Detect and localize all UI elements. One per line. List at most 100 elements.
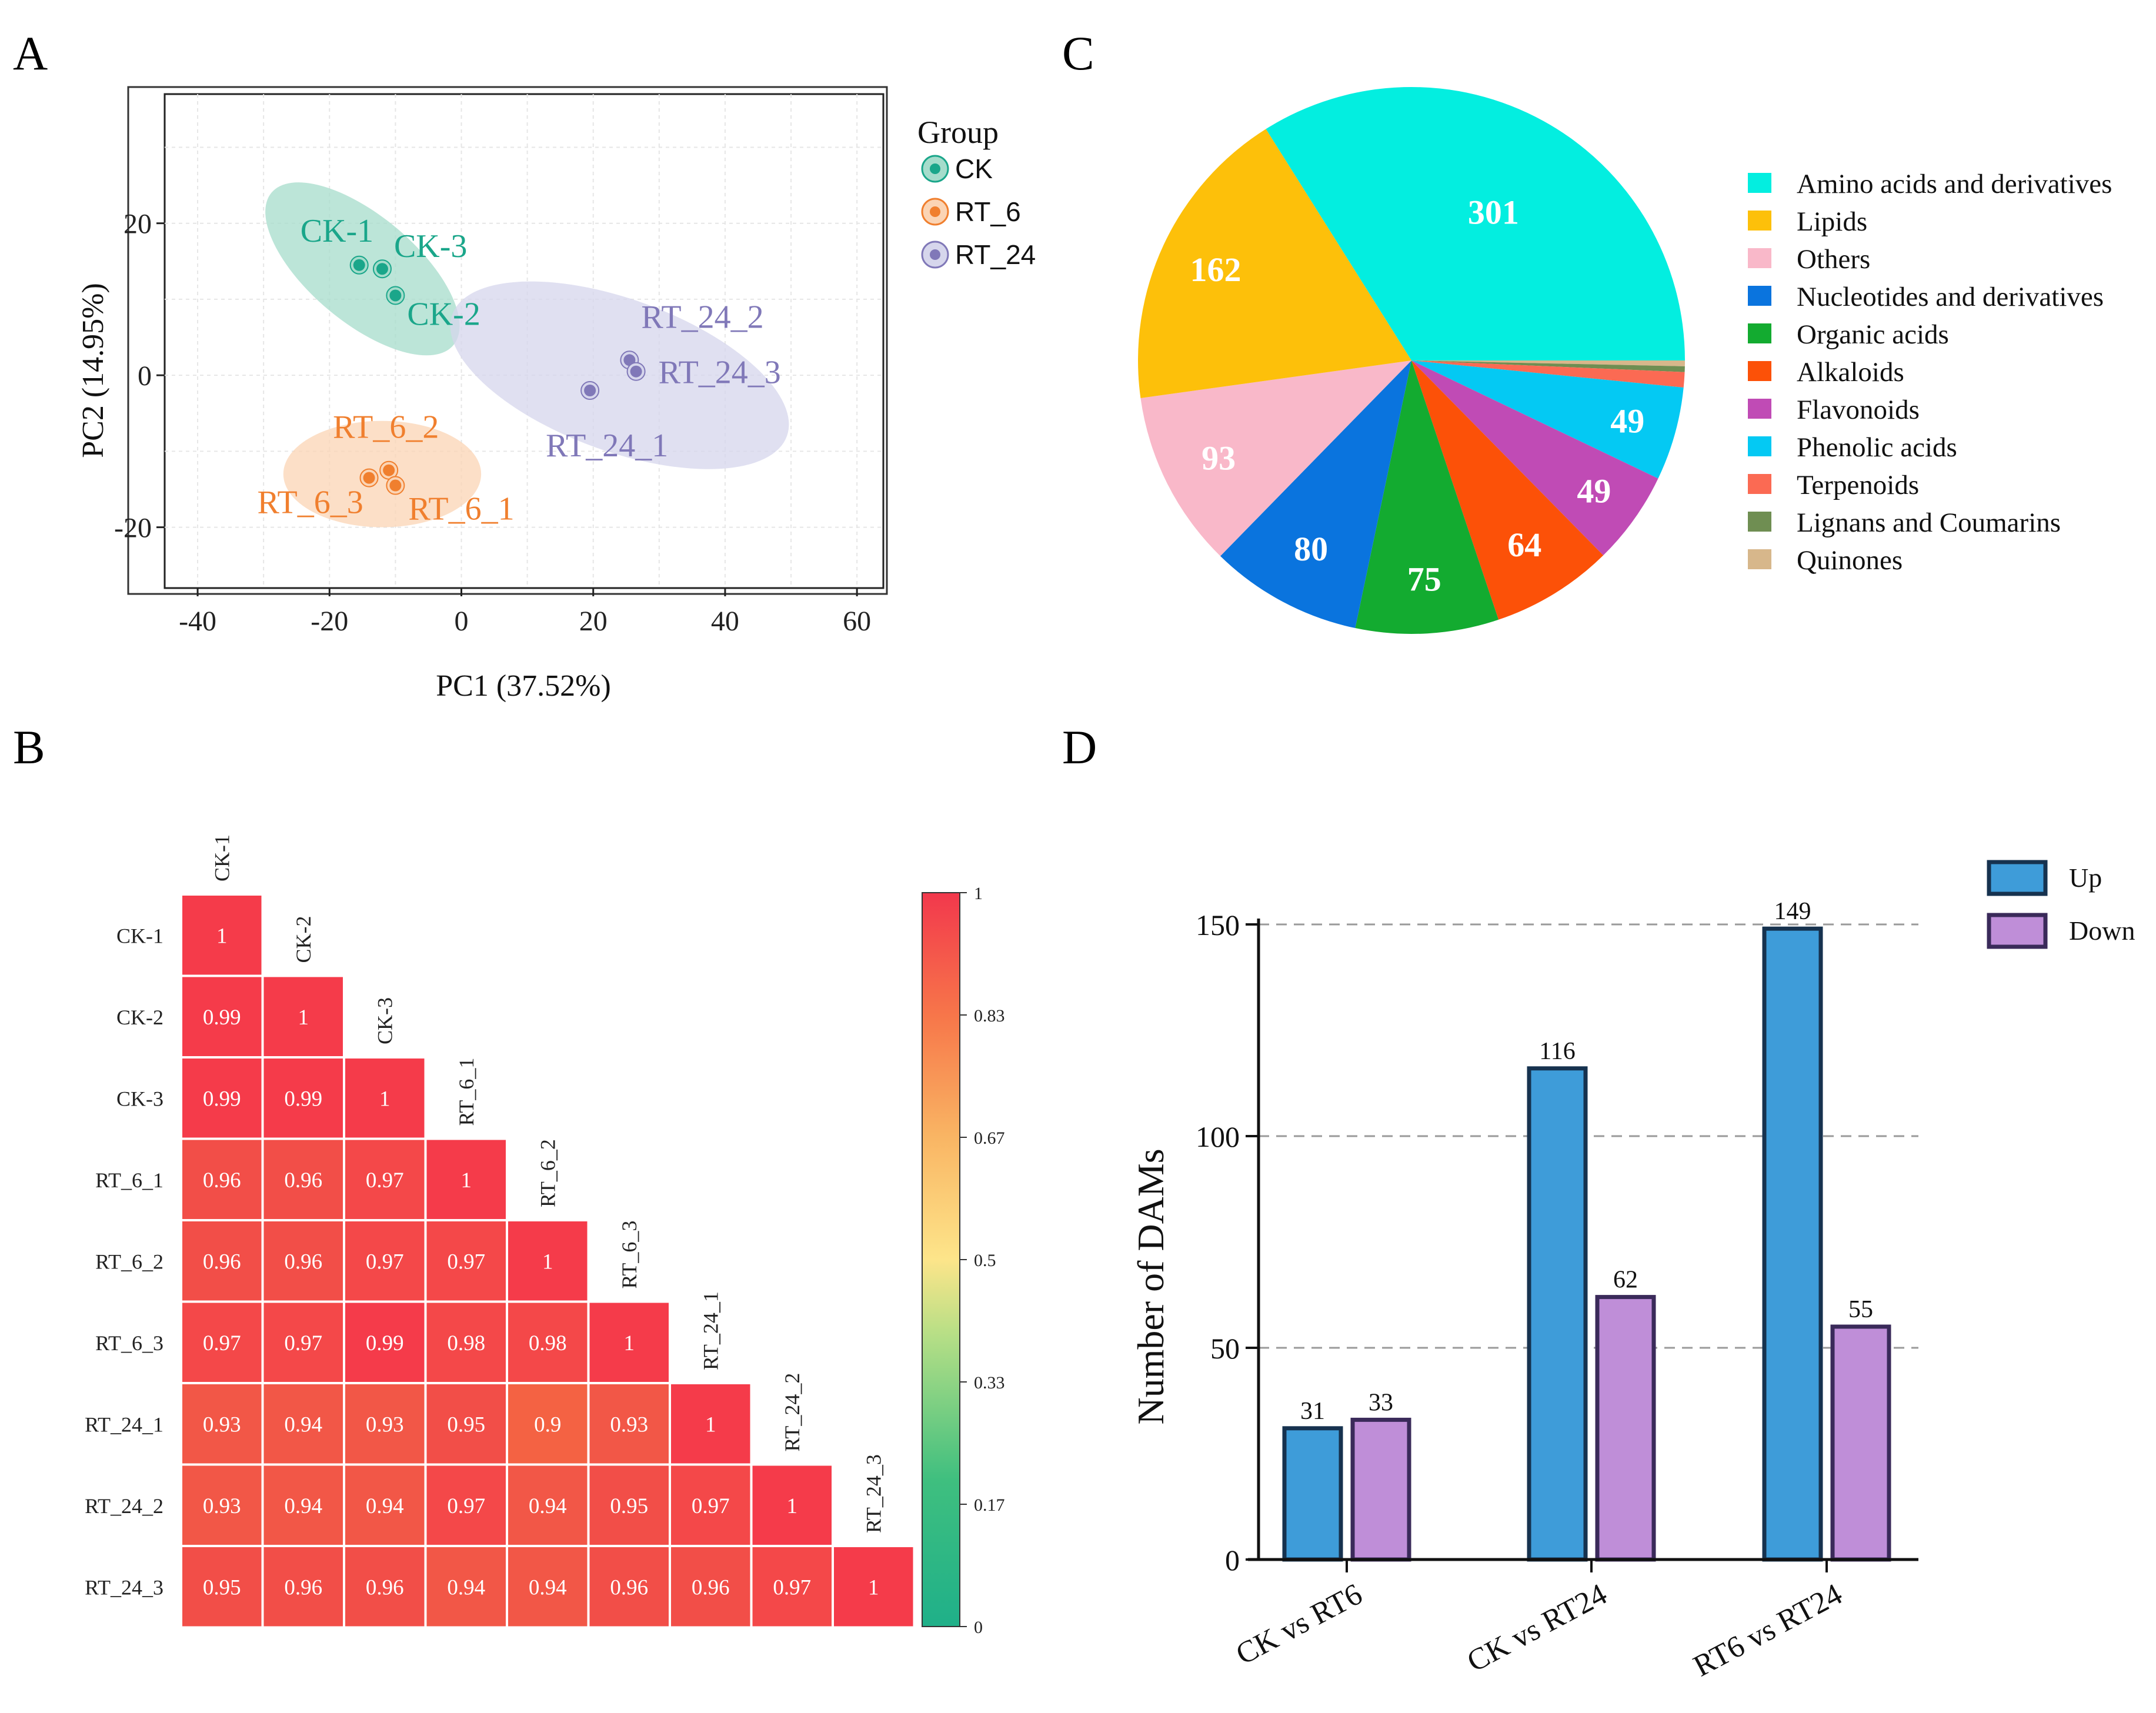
heatmap-col-label: CK-2 <box>292 916 315 963</box>
heatmap-cell-value: 1 <box>216 924 228 948</box>
heatmap-row-label: RT_6_2 <box>95 1250 163 1273</box>
pca-point <box>389 289 402 302</box>
pca-y-tick-label: 20 <box>124 209 152 240</box>
heatmap-cell-value: 0.98 <box>529 1331 567 1355</box>
heatmap-cell <box>263 1140 343 1219</box>
heatmap-cell-value: 0.93 <box>610 1413 648 1437</box>
heatmap-cell <box>182 1303 262 1382</box>
pca-legend-label: RT_24 <box>955 239 1036 270</box>
heatmap-cell <box>263 1221 343 1301</box>
pie-legend-swatch <box>1748 286 1771 306</box>
pca-x-tick-label: -40 <box>179 606 216 637</box>
bar-y-tick-label: 50 <box>1210 1332 1240 1365</box>
heatmap-cell-value: 0.94 <box>366 1494 404 1518</box>
pca-x-tick-label: 20 <box>579 606 608 637</box>
heatmap-cell-value: 0.94 <box>284 1413 322 1437</box>
pie-legend-label: Lignans and Coumarins <box>1797 507 2061 538</box>
bar-up <box>1762 926 1823 1562</box>
heatmap-cell <box>426 1465 506 1545</box>
heatmap-col-label: RT_24_3 <box>862 1454 885 1533</box>
pie-value-label: 80 <box>1294 530 1328 568</box>
pca-outer-frame <box>127 86 888 595</box>
heatmap-cell <box>263 1384 343 1464</box>
pca-x-tick-label: 0 <box>454 606 468 637</box>
pca-point <box>376 263 388 275</box>
pie-legend-label: Quinones <box>1797 545 1903 576</box>
bar-y-tick-label: 0 <box>1225 1544 1240 1577</box>
bar-down <box>1350 1417 1411 1562</box>
pie-value-label: 301 <box>1468 193 1519 232</box>
heatmap-cell-value: 0.96 <box>284 1575 322 1600</box>
heatmap-cell-value: 0.97 <box>366 1250 404 1274</box>
pie-value-labels: 301 49 49 64 75 80 93 162 <box>1190 193 1644 599</box>
bar-y-tick-label: 150 <box>1196 909 1240 941</box>
pie-legend-label: Phenolic acids <box>1797 432 1957 463</box>
panel-label-c: C <box>1062 26 1094 80</box>
heatmap-cell <box>182 1384 262 1464</box>
colorbar-tick-label: 0.17 <box>974 1495 1005 1515</box>
bar-down <box>1595 1295 1656 1562</box>
pca-ellipse-rt_24 <box>450 281 789 469</box>
bar-y-axis-label: Number of DAMs <box>1130 1148 1172 1424</box>
pca-point-label: RT_24_3 <box>659 355 781 391</box>
pca-plot-area <box>163 93 885 589</box>
colorbar-tick-label: 0.33 <box>974 1373 1005 1393</box>
heatmap-cell-value: 0.94 <box>447 1575 485 1600</box>
pca-point-label: RT_6_3 <box>258 485 363 521</box>
heatmap-cell <box>263 1303 343 1382</box>
heatmap-cell-value: 0.97 <box>447 1494 485 1518</box>
heatmap-col-label: RT_24_1 <box>699 1291 722 1370</box>
heatmap-cell-value: 0.97 <box>284 1331 322 1355</box>
heatmap-labels: CK-1 CK-1 CK-2 CK-2 CK-3 CK-3 RT_6_1 RT_6_1 RT_6… <box>85 834 885 1599</box>
pie-legend-swatch <box>1748 549 1771 569</box>
pie-legend-label: Amino acids and derivatives <box>1797 169 2112 199</box>
bar-legend-label: Up <box>2069 863 2102 893</box>
heatmap-cell <box>426 1384 506 1464</box>
pca-point <box>383 464 395 476</box>
pie-slice <box>1411 360 1604 620</box>
heatmap-cell-value: 0.99 <box>203 1006 241 1030</box>
heatmap-cell-value: 0.96 <box>203 1250 241 1274</box>
pca-y-axis-label: PC2 (14.95%) <box>76 283 110 458</box>
heatmap-cell-value: 1 <box>461 1168 472 1193</box>
bar-category-label: RT6 vs RT24 <box>1688 1577 1847 1683</box>
bar-up <box>1527 1066 1588 1562</box>
pie-legend-swatch <box>1748 474 1771 494</box>
heatmap-cell-value: 1 <box>705 1413 716 1437</box>
heatmap-cell-value: 0.96 <box>284 1168 322 1193</box>
heatmap-cell <box>182 1465 262 1545</box>
dams-bar-chart: 31 33 116 62 149 55 0 50 100 150 CK vs RT6 CK vs R… <box>1130 860 2135 1684</box>
heatmap-cell-value: 0.96 <box>692 1575 730 1600</box>
pie-slice <box>1411 360 1685 372</box>
pie-slices <box>1138 87 1685 634</box>
heatmap-cell <box>345 1547 425 1627</box>
heatmap-cell <box>426 1140 506 1219</box>
pca-point <box>630 365 642 378</box>
pie-legend-label: Organic acids <box>1797 319 1949 350</box>
heatmap-cell-value: 1 <box>542 1250 553 1274</box>
heatmap-row-label: RT_24_2 <box>85 1494 163 1518</box>
pie-slice <box>1411 360 1685 366</box>
pie-legend: Amino acids and derivatives Lipids Others N… <box>1748 169 2112 576</box>
bar-category-label: CK vs RT6 <box>1230 1577 1367 1671</box>
pie-value-label: 64 <box>1507 526 1541 564</box>
heatmap-col-label: CK-1 <box>210 834 233 881</box>
panel-label-d: D <box>1062 720 1097 774</box>
heatmap-cell-value: 0.99 <box>366 1331 404 1355</box>
panel-label-b: B <box>13 720 45 774</box>
bar-value-label: 31 <box>1300 1398 1325 1425</box>
heatmap-cell <box>345 1303 425 1382</box>
heatmap-cell-value: 0.97 <box>692 1494 730 1518</box>
heatmap-cell <box>589 1547 669 1627</box>
heatmap-cell <box>426 1547 506 1627</box>
heatmap-cell-value: 1 <box>868 1575 879 1600</box>
heatmap-cell <box>182 977 262 1056</box>
heatmap-row-label: CK-1 <box>116 924 163 947</box>
colorbar-tick-label: 0.67 <box>974 1128 1005 1148</box>
pie-legend-swatch <box>1748 211 1771 231</box>
pie-value-label: 162 <box>1190 251 1241 289</box>
heatmap-col-label: CK-3 <box>373 997 396 1044</box>
pca-plot: CK-1 CK-3 CK-2 RT_6_2 RT_6_3 RT_6_1 RT_24_2 RT_… <box>76 86 1036 703</box>
heatmap-cell <box>508 1384 588 1464</box>
pca-point-label: CK-3 <box>394 228 467 265</box>
